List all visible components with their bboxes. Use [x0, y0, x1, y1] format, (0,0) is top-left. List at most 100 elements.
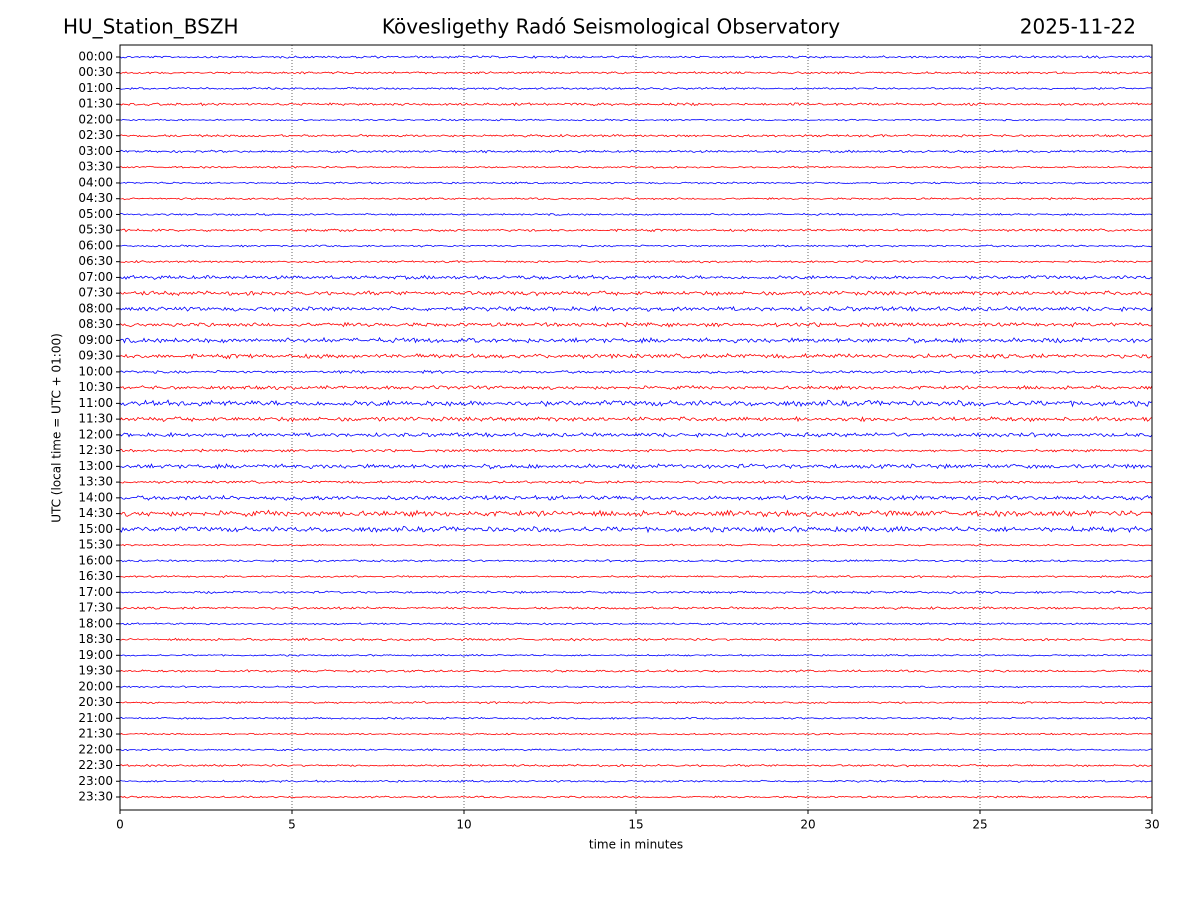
trace [119, 431, 1153, 438]
trace [119, 509, 1153, 518]
y-tick-label: 18:30 [78, 632, 113, 646]
y-tick-label: 02:30 [78, 128, 113, 142]
y-tick-label: 15:30 [78, 538, 113, 552]
trace [119, 55, 1153, 59]
y-tick-label: 15:00 [78, 522, 113, 536]
y-tick-label: 17:00 [78, 585, 113, 599]
y-tick-label: 19:00 [78, 648, 113, 662]
x-tick-label: 25 [972, 818, 987, 832]
y-tick-label: 01:30 [78, 97, 113, 111]
y-tick-label: 03:00 [78, 144, 113, 158]
y-tick-label: 05:30 [78, 223, 113, 237]
y-tick-label: 01:00 [78, 81, 113, 95]
trace [119, 133, 1153, 138]
trace [119, 669, 1153, 673]
y-tick-label: 00:30 [78, 65, 113, 79]
x-axis-label: time in minutes [589, 838, 683, 852]
y-tick-label: 00:00 [78, 50, 113, 64]
x-tick-label: 20 [800, 818, 815, 832]
trace [120, 795, 1153, 799]
trace [119, 259, 1152, 264]
trace [119, 606, 1153, 610]
trace [119, 525, 1153, 534]
trace [119, 305, 1153, 313]
trace [119, 748, 1153, 752]
trace [119, 559, 1153, 563]
y-tick-label: 21:00 [78, 711, 113, 725]
y-tick-label: 14:00 [78, 490, 113, 504]
y-tick-label: 09:00 [78, 333, 113, 347]
y-tick-label: 06:00 [78, 238, 113, 252]
y-tick-label: 22:30 [78, 758, 113, 772]
y-tick-label: 09:30 [78, 349, 113, 363]
x-tick-label: 30 [1144, 818, 1159, 832]
trace [119, 732, 1153, 736]
trace [119, 653, 1153, 657]
y-tick-label: 10:30 [78, 380, 113, 394]
trace [119, 165, 1153, 169]
y-tick-label: 23:00 [78, 774, 113, 788]
trace [119, 480, 1153, 484]
trace [119, 701, 1153, 705]
chart-title: Kövesligethy Radó Seismological Observat… [382, 15, 840, 39]
trace [119, 102, 1153, 107]
y-tick-label: 20:30 [78, 695, 113, 709]
x-tick-label: 5 [288, 818, 296, 832]
trace [119, 244, 1153, 248]
trace [119, 197, 1153, 201]
y-tick-label: 18:00 [78, 616, 113, 630]
trace [119, 590, 1153, 595]
y-tick-label: 05:00 [78, 207, 113, 221]
y-tick-label: 07:00 [78, 270, 113, 284]
x-tick-label: 10 [456, 818, 471, 832]
date: 2025-11-22 [1020, 15, 1136, 39]
trace [119, 637, 1153, 642]
x-tick-label: 15 [628, 818, 643, 832]
plot-frame [119, 44, 1153, 811]
trace [119, 463, 1153, 470]
trace [119, 716, 1153, 720]
y-tick-label: 21:30 [78, 727, 113, 741]
trace [119, 494, 1153, 501]
y-tick-label: 14:30 [78, 506, 113, 520]
trace [119, 448, 1153, 453]
y-tick-label: 19:30 [78, 664, 113, 678]
y-tick-label: 22:00 [78, 742, 113, 756]
y-tick-label: 04:30 [78, 191, 113, 205]
x-tick-label: 0 [116, 818, 124, 832]
trace [119, 685, 1153, 689]
trace [119, 384, 1153, 391]
station-name: HU_Station_BSZH [63, 15, 239, 39]
trace [119, 290, 1153, 297]
trace [120, 622, 1153, 626]
y-tick-label: 23:30 [78, 790, 113, 804]
y-tick-label: 04:00 [78, 175, 113, 189]
y-tick-label: 20:00 [78, 679, 113, 693]
trace [119, 228, 1153, 233]
trace [119, 274, 1152, 281]
y-tick-label: 11:30 [78, 412, 113, 426]
trace [119, 86, 1153, 91]
y-tick-label: 03:30 [78, 160, 113, 174]
y-tick-label: 07:30 [78, 286, 113, 300]
y-tick-label: 02:00 [78, 112, 113, 126]
trace [119, 71, 1153, 75]
trace [119, 181, 1153, 185]
trace [119, 321, 1153, 328]
y-tick-label: 12:00 [78, 427, 113, 441]
y-tick-label: 12:30 [78, 443, 113, 457]
trace [119, 149, 1153, 154]
trace [119, 399, 1153, 408]
y-axis-label: UTC (local time = UTC + 01:00) [50, 333, 64, 523]
y-tick-label: 06:30 [78, 254, 113, 268]
trace [120, 575, 1153, 579]
trace [119, 763, 1153, 768]
y-tick-label: 16:30 [78, 569, 113, 583]
trace [119, 369, 1153, 375]
trace [119, 118, 1153, 122]
trace [119, 415, 1153, 423]
trace [119, 543, 1153, 547]
y-tick-label: 08:00 [78, 301, 113, 315]
y-tick-label: 10:00 [78, 364, 113, 378]
